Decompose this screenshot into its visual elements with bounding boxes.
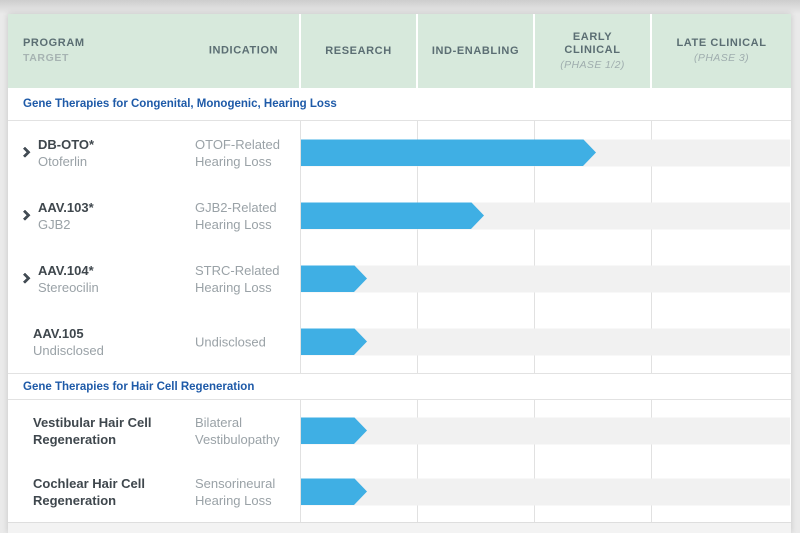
pipeline-header: PROGRAM TARGET INDICATION RESEARCH IND-E…: [8, 14, 791, 88]
section-title: Gene Therapies for Hair Cell Regeneratio…: [23, 380, 255, 393]
target-header-label: TARGET: [23, 52, 69, 64]
pipeline-row-db-oto[interactable]: DB-OTO* Otoferlin OTOF-Related Hearing L…: [8, 121, 791, 184]
program-target: Undisclosed: [33, 342, 104, 358]
section-header-congenital: Gene Therapies for Congenital, Monogenic…: [8, 88, 791, 121]
progress-bar: [301, 417, 367, 444]
indication-header-label: INDICATION: [208, 44, 279, 57]
late-clinical-header-label: LATE CLINICAL: [676, 37, 767, 49]
pipeline-row-aav104[interactable]: AAV.104* Stereocilin STRC-Related Hearin…: [8, 247, 791, 310]
chevron-right-icon[interactable]: [19, 209, 31, 221]
program-target: GJB2: [38, 216, 71, 232]
column-grid-line: [300, 121, 301, 373]
column-grid-line: [534, 400, 535, 522]
research-header-label: RESEARCH: [325, 44, 392, 57]
pipeline-row-aav103[interactable]: AAV.103* GJB2 GJB2-Related Hearing Loss: [8, 184, 791, 247]
indication-cell: STRC-Related Hearing Loss: [195, 262, 280, 295]
column-grid-line: [534, 121, 535, 373]
progress-bar: [301, 478, 367, 505]
indication-cell: GJB2-Related Hearing Loss: [195, 199, 277, 232]
section-header-hair-cell: Gene Therapies for Hair Cell Regeneratio…: [8, 373, 791, 400]
progress-track: [301, 478, 790, 505]
pipeline-row-aav105: AAV.105 Undisclosed Undisclosed: [8, 310, 791, 373]
section-title: Gene Therapies for Congenital, Monogenic…: [23, 98, 337, 110]
program-cell: AAV.103* GJB2: [38, 199, 94, 233]
program-cell: Vestibular Hair Cell Regeneration: [33, 414, 181, 448]
program-cell: AAV.104* Stereocilin: [38, 262, 99, 296]
program-cell: DB-OTO* Otoferlin: [38, 136, 94, 170]
early-clinical-phase-label: (PHASE 1/2): [560, 58, 625, 71]
progress-bar: [301, 202, 484, 229]
program-header-label: PROGRAM: [23, 37, 85, 49]
column-grid-line: [651, 400, 652, 522]
progress-track: [301, 328, 790, 355]
section-rows-congenital: DB-OTO* Otoferlin OTOF-Related Hearing L…: [8, 121, 791, 373]
late-clinical-phase-label: (PHASE 3): [694, 52, 749, 64]
program-header: PROGRAM TARGET: [23, 37, 85, 65]
next-section-strip: [8, 522, 791, 533]
progress-track: [301, 265, 790, 292]
program-name: Cochlear Hair Cell Regeneration: [33, 475, 145, 508]
header-divider: [299, 14, 301, 88]
header-divider: [416, 14, 418, 88]
progress-track: [301, 417, 790, 444]
program-target: Stereocilin: [38, 279, 99, 295]
program-name: Vestibular Hair Cell Regeneration: [33, 414, 152, 447]
pipeline-row-cochlear: Cochlear Hair Cell Regeneration Sensorin…: [8, 461, 791, 522]
indication-cell: Bilateral Vestibulopathy: [195, 414, 280, 447]
program-name: DB-OTO*: [38, 136, 95, 152]
indication-cell: Undisclosed: [195, 334, 266, 349]
column-grid-line: [417, 400, 418, 522]
header-cell-program-indication: PROGRAM TARGET INDICATION: [8, 14, 299, 88]
header-cell-research: RESEARCH: [301, 14, 416, 88]
program-name: AAV.105: [33, 325, 84, 341]
chevron-right-icon[interactable]: [19, 146, 31, 158]
progress-track: [301, 139, 790, 166]
program-name: AAV.104*: [38, 262, 94, 278]
progress-track: [301, 202, 790, 229]
indication-cell: OTOF-Related Hearing Loss: [195, 136, 281, 169]
column-grid-line: [651, 121, 652, 373]
ind-enabling-header-label: IND-ENABLING: [431, 44, 520, 57]
program-name: AAV.103*: [38, 199, 94, 215]
header-cell-late-clinical: LATE CLINICAL (PHASE 3): [652, 14, 791, 88]
program-target: Otoferlin: [38, 153, 88, 169]
progress-bar: [301, 139, 596, 166]
pipeline-row-vestibular: Vestibular Hair Cell Regeneration Bilate…: [8, 400, 791, 461]
early-clinical-header-label: EARLY CLINICAL: [564, 30, 621, 56]
program-cell: AAV.105 Undisclosed: [33, 325, 104, 359]
header-divider: [533, 14, 535, 88]
header-cell-ind-enabling: IND-ENABLING: [418, 14, 533, 88]
chevron-right-icon[interactable]: [19, 272, 31, 284]
progress-bar: [301, 265, 367, 292]
section-rows-hair-cell: Vestibular Hair Cell Regeneration Bilate…: [8, 400, 791, 522]
header-divider: [650, 14, 652, 88]
header-cell-early-clinical: EARLY CLINICAL (PHASE 1/2): [535, 14, 650, 88]
column-grid-line: [417, 121, 418, 373]
indication-cell: Sensorineural Hearing Loss: [195, 475, 276, 508]
pipeline-card: PROGRAM TARGET INDICATION RESEARCH IND-E…: [8, 14, 791, 533]
program-cell: Cochlear Hair Cell Regeneration: [33, 475, 181, 509]
column-grid-line: [300, 400, 301, 522]
progress-bar: [301, 328, 367, 355]
